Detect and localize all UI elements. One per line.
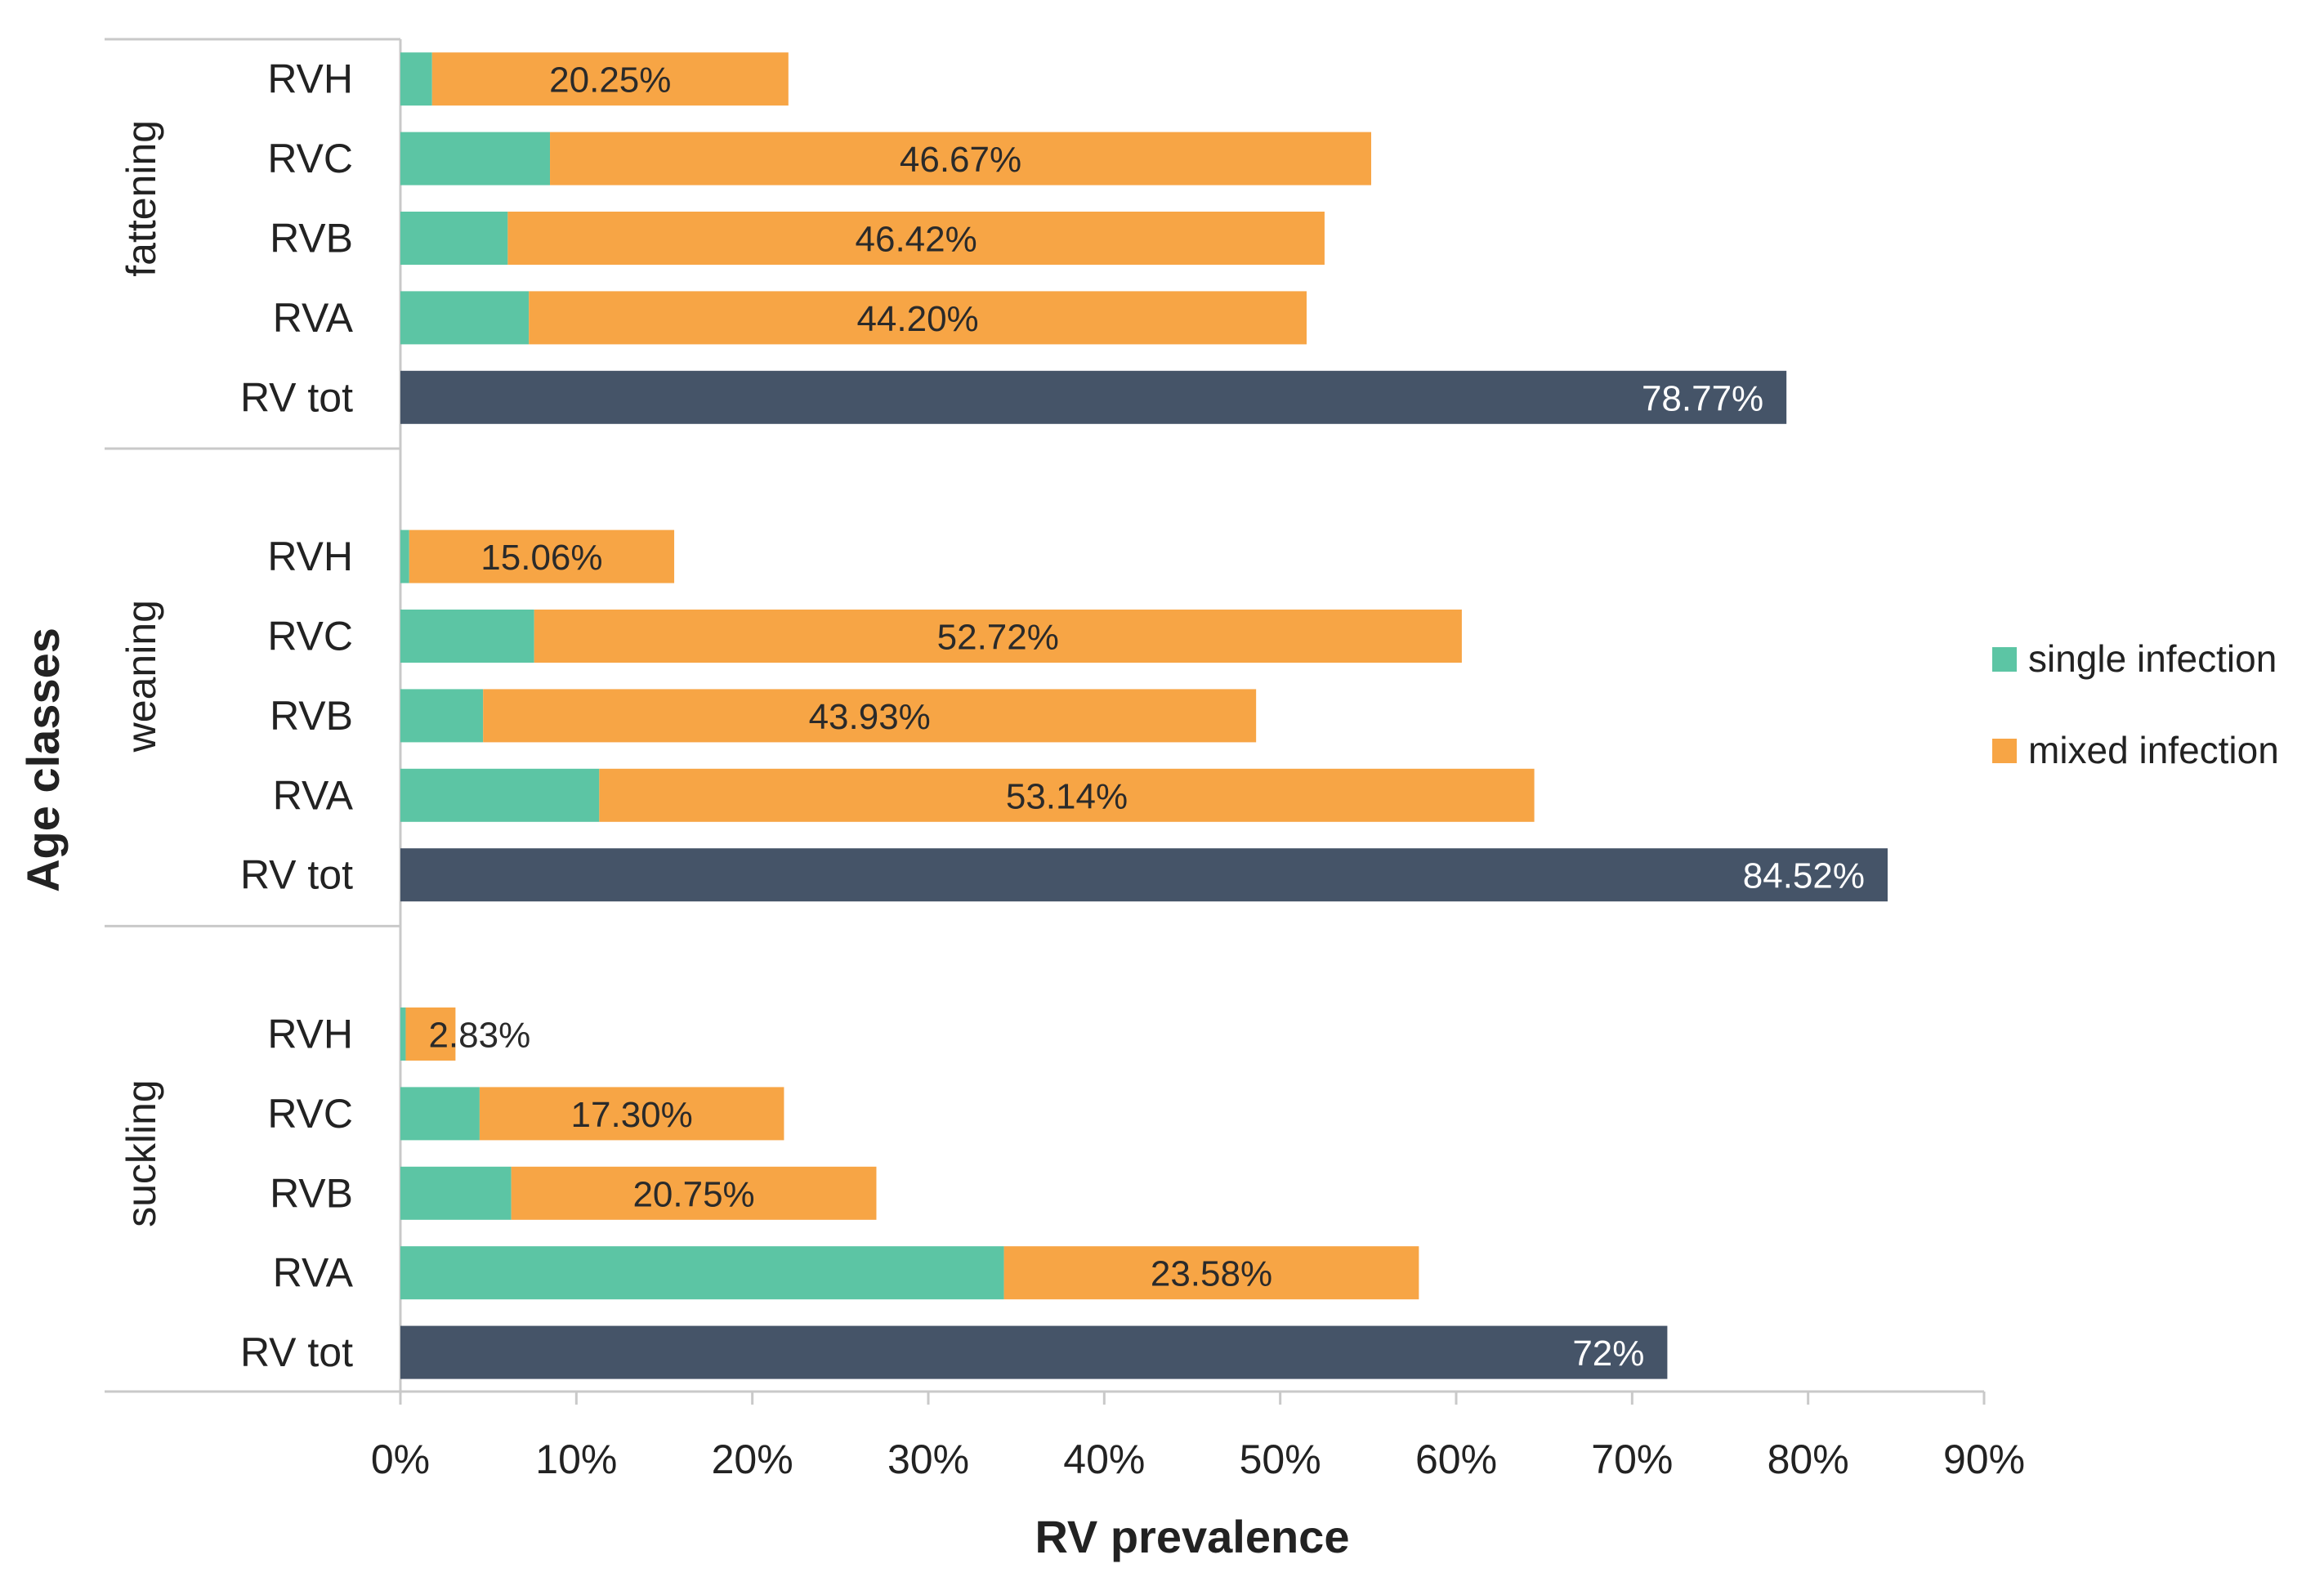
bar-mixed-infection <box>550 132 1371 185</box>
bar-mixed-infection <box>431 52 789 106</box>
bar-value-label: 53.14% <box>1006 776 1128 816</box>
bar-single-infection <box>400 529 409 583</box>
x-tick-label: 30% <box>887 1436 969 1482</box>
category-label: RVA <box>273 295 354 341</box>
bar-rv-tot <box>400 848 1888 902</box>
x-axis-title: RV prevalence <box>1035 1511 1350 1562</box>
chart-labels: RVH 20.25% RVC 46.67% RVB 46.42% RVA 44.20% RV t… <box>118 56 1865 1375</box>
bar-mixed-infection <box>507 212 1325 265</box>
bar-value-label: 84.52% <box>1743 856 1865 896</box>
bar-rv-tot <box>400 370 1787 424</box>
category-label: RV tot <box>240 1329 353 1375</box>
bar-single-infection <box>400 689 484 743</box>
chart-legend: single infection mixed infection <box>1992 637 2279 771</box>
bar-single-infection <box>400 212 508 265</box>
legend-label: single infection <box>2028 637 2277 680</box>
category-label: RVH <box>267 1012 353 1057</box>
bar-value-label: 23.58% <box>1151 1254 1272 1294</box>
group-label: fattening <box>118 120 164 277</box>
bar-single-infection <box>400 1246 1004 1300</box>
category-label: RV tot <box>240 374 353 420</box>
x-tick-label: 50% <box>1240 1436 1321 1482</box>
bar-rv-tot <box>400 1325 1668 1379</box>
bar-mixed-infection <box>511 1166 877 1220</box>
x-tick-label: 10% <box>535 1436 617 1482</box>
group-label: weaning <box>118 600 164 753</box>
bar-value-label: 46.67% <box>900 140 1021 180</box>
category-label: RVB <box>270 216 353 261</box>
bar-value-label: 17.30% <box>571 1095 693 1135</box>
category-label: RVH <box>267 56 353 102</box>
chart-bars <box>400 52 1888 1379</box>
bar-value-label: 15.06% <box>480 538 602 578</box>
category-label: RVA <box>273 772 354 818</box>
category-label: RVC <box>267 614 353 659</box>
bar-value-label: 20.25% <box>549 60 671 101</box>
bar-mixed-infection <box>409 529 675 583</box>
legend-swatch-single <box>1992 647 2017 672</box>
x-tick-label: 90% <box>1943 1436 2025 1482</box>
x-tick-label: 70% <box>1591 1436 1673 1482</box>
bar-mixed-infection <box>529 291 1307 345</box>
group-label: suckling <box>118 1079 164 1227</box>
bar-single-infection <box>400 1166 512 1220</box>
category-label: RVH <box>267 534 353 579</box>
category-label: RV tot <box>240 852 353 898</box>
bar-value-label: 20.75% <box>632 1174 754 1214</box>
bar-mixed-infection <box>405 1007 456 1061</box>
bar-single-infection <box>400 132 551 185</box>
category-label: RVB <box>270 693 353 739</box>
legend-swatch-mixed <box>1992 739 2017 763</box>
bar-value-label: 46.42% <box>856 220 977 260</box>
legend-label: mixed infection <box>2028 729 2279 771</box>
chart-axes: 0% 10% 20% 30% 40% 50% 60% 70% 80% 90% RV prevalen… <box>17 38 2025 1562</box>
bar-single-infection <box>400 1007 406 1061</box>
bar-value-label: 2.83% <box>428 1016 530 1056</box>
y-axis-title: Age classes <box>17 628 69 892</box>
bar-single-infection <box>400 291 530 345</box>
bar-value-label: 43.93% <box>809 697 931 737</box>
bar-single-infection <box>400 610 534 663</box>
x-tick-label: 40% <box>1063 1436 1145 1482</box>
bar-value-label: 78.77% <box>1642 378 1763 418</box>
bar-mixed-infection <box>479 1087 784 1141</box>
bar-mixed-infection <box>483 689 1257 743</box>
bar-value-label: 44.20% <box>856 299 978 339</box>
bar-value-label: 52.72% <box>937 618 1059 658</box>
x-tick-label: 0% <box>371 1436 430 1482</box>
bar-single-infection <box>400 52 432 106</box>
x-tick-label: 60% <box>1415 1436 1497 1482</box>
bar-single-infection <box>400 1087 480 1141</box>
category-label: RVC <box>267 1091 353 1137</box>
x-tick-label: 20% <box>712 1436 793 1482</box>
category-label: RVC <box>267 136 353 181</box>
bar-mixed-infection <box>1003 1246 1419 1300</box>
bar-value-label: 72% <box>1572 1334 1644 1374</box>
x-tick-label: 80% <box>1768 1436 1849 1482</box>
bar-mixed-infection <box>599 768 1535 822</box>
category-label: RVB <box>270 1170 353 1216</box>
category-label: RVA <box>273 1250 354 1296</box>
bar-single-infection <box>400 768 600 822</box>
bar-mixed-infection <box>534 610 1462 663</box>
